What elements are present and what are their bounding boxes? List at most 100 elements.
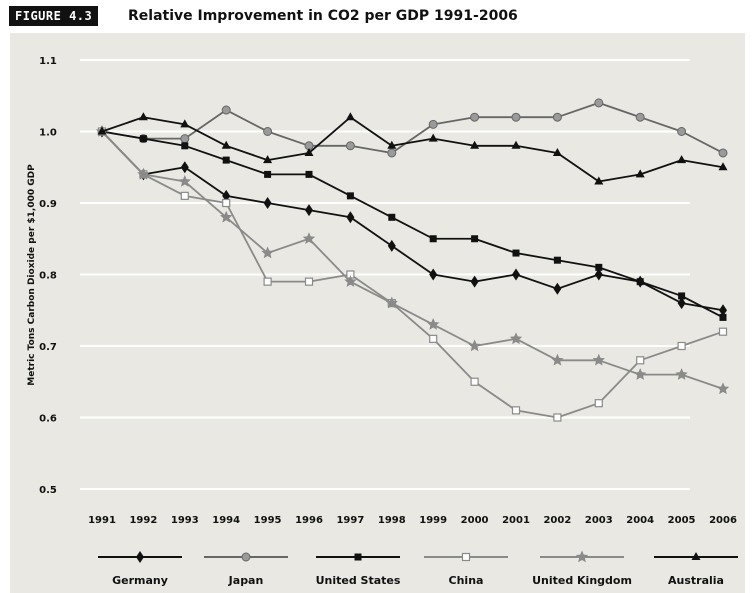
data-point-germany bbox=[387, 239, 396, 252]
series-line-japan bbox=[101, 102, 724, 154]
data-point-united-states bbox=[719, 313, 727, 321]
data-point-japan bbox=[428, 119, 438, 129]
y-tick-label: 0.5 bbox=[39, 485, 57, 496]
x-tick-label: 1998 bbox=[378, 515, 406, 526]
data-point-united-states bbox=[595, 263, 603, 271]
y-tick-label: 0.7 bbox=[39, 342, 57, 353]
data-point-china bbox=[263, 277, 272, 286]
y-tick-label: 0.8 bbox=[39, 271, 57, 282]
data-point-united-kingdom bbox=[178, 175, 191, 187]
data-point-australia bbox=[304, 147, 314, 156]
data-point-china bbox=[677, 341, 686, 351]
data-point-germany bbox=[594, 268, 603, 281]
legend-label-united-kingdom: United Kingdom bbox=[532, 574, 632, 587]
x-tick-label: 2004 bbox=[626, 515, 654, 526]
data-point-australia bbox=[180, 119, 190, 128]
x-tick-label: 1992 bbox=[129, 515, 157, 526]
data-point-germany bbox=[180, 161, 189, 174]
x-tick-label: 2006 bbox=[709, 515, 737, 526]
data-point-germany bbox=[429, 268, 438, 281]
data-point-japan bbox=[594, 98, 604, 108]
data-point-united-kingdom bbox=[385, 296, 398, 309]
data-point-china bbox=[429, 334, 438, 343]
data-point-germany bbox=[553, 282, 562, 295]
x-tick-label: 2001 bbox=[502, 515, 530, 526]
data-point-china bbox=[594, 399, 603, 408]
x-tick-label: 1995 bbox=[254, 515, 282, 526]
y-tick-label: 1.0 bbox=[39, 128, 57, 139]
data-point-united-states bbox=[553, 256, 561, 264]
y-tick-label: 1.1 bbox=[39, 56, 57, 67]
data-point-australia bbox=[428, 133, 438, 142]
data-point-united-states bbox=[429, 235, 437, 243]
data-point-germany bbox=[263, 197, 272, 209]
data-point-united-kingdom bbox=[427, 318, 440, 330]
series-line-australia bbox=[101, 116, 724, 183]
data-point-germany bbox=[346, 211, 355, 224]
data-point-united-states bbox=[346, 192, 354, 200]
data-point-united-kingdom bbox=[344, 275, 357, 287]
data-point-china bbox=[511, 406, 521, 415]
x-tick-label: 1999 bbox=[419, 515, 447, 526]
x-tick-label: 2005 bbox=[668, 515, 696, 526]
x-tick-label: 1993 bbox=[171, 515, 199, 526]
y-tick-label: 0.6 bbox=[39, 414, 57, 425]
data-point-united-kingdom bbox=[137, 167, 150, 180]
data-point-united-kingdom bbox=[220, 210, 233, 223]
data-point-united-states bbox=[512, 249, 520, 257]
data-point-japan bbox=[511, 112, 521, 122]
legend-label-germany: Germany bbox=[112, 574, 168, 587]
data-point-united-kingdom bbox=[634, 368, 647, 380]
data-point-china bbox=[636, 356, 645, 365]
x-tick-label: 2002 bbox=[543, 515, 571, 526]
data-point-japan bbox=[345, 141, 355, 151]
data-point-united-states bbox=[636, 278, 644, 286]
series-line-germany bbox=[101, 130, 724, 312]
legend-marker-japan bbox=[241, 552, 251, 562]
legend-label-australia: Australia bbox=[668, 574, 724, 587]
data-point-china bbox=[470, 377, 479, 386]
data-point-united-states bbox=[471, 235, 479, 243]
data-point-japan bbox=[263, 127, 273, 136]
data-point-united-kingdom bbox=[592, 353, 605, 366]
data-point-japan bbox=[470, 112, 480, 122]
data-point-japan bbox=[387, 148, 397, 158]
data-point-united-states bbox=[139, 135, 147, 143]
data-point-china bbox=[180, 191, 189, 200]
x-tick-label: 2000 bbox=[461, 515, 489, 526]
figure-label: FIGURE 4.3 bbox=[9, 6, 99, 26]
data-point-australia bbox=[511, 140, 521, 149]
data-point-china bbox=[304, 277, 314, 286]
chart-panel bbox=[10, 33, 745, 593]
data-point-united-states bbox=[388, 213, 396, 221]
data-point-japan bbox=[180, 134, 190, 144]
series-line-united-states bbox=[101, 130, 724, 319]
data-point-australia bbox=[138, 112, 148, 121]
data-point-australia bbox=[345, 112, 355, 121]
legend-marker-united-kingdom bbox=[575, 550, 589, 563]
data-point-germany bbox=[222, 189, 231, 202]
data-point-united-states bbox=[181, 142, 189, 150]
data-point-australia bbox=[552, 147, 562, 156]
legend-label-united-states: United States bbox=[316, 574, 401, 587]
data-point-united-kingdom bbox=[716, 382, 730, 395]
data-point-japan bbox=[635, 112, 645, 122]
data-point-australia bbox=[594, 176, 604, 185]
y-tick-label: 0.9 bbox=[39, 199, 57, 210]
data-point-united-kingdom bbox=[468, 339, 481, 352]
data-point-germany bbox=[305, 204, 313, 217]
x-tick-label: 1994 bbox=[212, 515, 240, 526]
data-point-japan bbox=[718, 148, 728, 158]
data-point-australia bbox=[718, 162, 728, 171]
data-point-japan bbox=[552, 112, 562, 122]
data-point-australia bbox=[263, 155, 273, 164]
data-point-australia bbox=[387, 140, 397, 149]
data-point-united-kingdom bbox=[261, 246, 274, 259]
data-point-united-kingdom bbox=[509, 332, 523, 345]
legend-marker-germany bbox=[136, 551, 144, 563]
legend-marker-australia bbox=[691, 552, 701, 560]
data-point-china bbox=[553, 413, 562, 422]
data-point-germany bbox=[470, 275, 479, 288]
